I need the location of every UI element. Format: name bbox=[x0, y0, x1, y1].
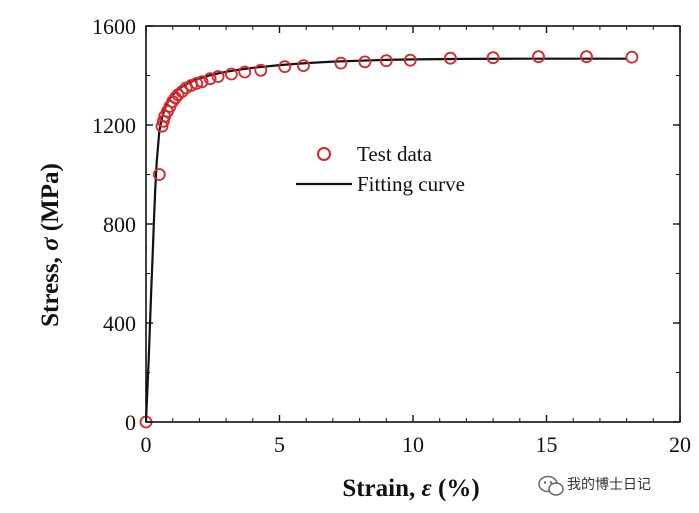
y-tick-label: 800 bbox=[103, 212, 136, 237]
y-axis-label-prefix: Stress, bbox=[37, 251, 64, 327]
y-tick-label: 400 bbox=[103, 311, 136, 336]
y-tick-label: 1200 bbox=[92, 113, 136, 138]
x-axis-label-symbol: ε bbox=[422, 475, 433, 502]
y-tick-label: 1600 bbox=[92, 14, 136, 39]
x-tick-label: 0 bbox=[141, 432, 152, 457]
legend-label-fitting-curve: Fitting curve bbox=[357, 172, 465, 196]
test-data-point bbox=[211, 70, 225, 83]
test-data-point bbox=[152, 168, 166, 181]
x-tick-label: 10 bbox=[402, 432, 424, 457]
wechat-icon bbox=[538, 475, 564, 496]
test-data-point bbox=[625, 50, 639, 64]
y-axis-label-suffix: (MPa) bbox=[37, 163, 64, 237]
x-tick-label: 5 bbox=[274, 432, 285, 457]
x-axis-label-prefix: Strain, bbox=[342, 475, 421, 502]
y-tick-label: 0 bbox=[125, 410, 136, 435]
test-data-point bbox=[278, 60, 292, 73]
test-data-point bbox=[238, 65, 252, 79]
test-data-point bbox=[297, 59, 310, 72]
x-axis-label-suffix: (%) bbox=[432, 475, 480, 502]
legend-marker-test-data bbox=[317, 147, 331, 161]
x-axis-label: Strain, ε (%) bbox=[342, 475, 479, 502]
watermark-text: 我的博士日记 bbox=[567, 476, 651, 493]
legend-label-test-data: Test data bbox=[357, 142, 433, 166]
test-data-point bbox=[254, 63, 268, 77]
x-tick-label: 15 bbox=[536, 432, 558, 457]
x-tick-label: 20 bbox=[669, 432, 691, 457]
test-data-point bbox=[443, 51, 457, 65]
test-data-point bbox=[532, 50, 545, 64]
test-data-point bbox=[580, 50, 593, 64]
test-data-point bbox=[224, 67, 238, 81]
test-data-point bbox=[195, 75, 209, 89]
test-data-point bbox=[203, 72, 217, 86]
test-data-point bbox=[403, 53, 417, 67]
test-data-point bbox=[358, 55, 372, 69]
y-axis-label-symbol: σ bbox=[37, 236, 64, 251]
test-data-point bbox=[190, 77, 204, 90]
test-data-point bbox=[486, 51, 500, 65]
plot-area bbox=[146, 26, 680, 422]
test-data-point bbox=[334, 56, 348, 70]
test-data-point bbox=[175, 85, 189, 98]
y-axis-label: Stress, σ (MPa) bbox=[37, 163, 64, 327]
test-data-point bbox=[379, 54, 393, 68]
